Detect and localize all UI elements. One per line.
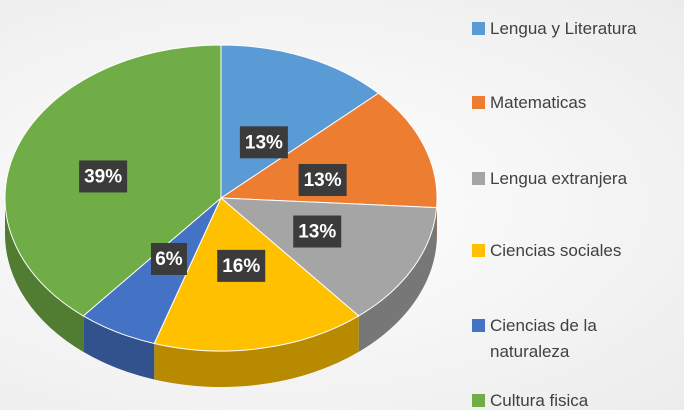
legend-label: Lengua extranjera (490, 166, 682, 192)
data-label: 13% (298, 222, 336, 243)
legend-item: Ciencias sociales (472, 238, 682, 264)
legend-swatch (472, 319, 485, 332)
data-label: 6% (155, 249, 183, 270)
pie-plot: 13% 13% 13% 16% 6% 39% (0, 0, 460, 410)
legend-swatch (472, 172, 485, 185)
legend-label: Lengua y Literatura (490, 16, 682, 42)
legend-item: Matematicas (472, 90, 682, 116)
data-label: 16% (222, 256, 260, 277)
legend-swatch (472, 394, 485, 407)
legend-swatch (472, 96, 485, 109)
data-label: 39% (84, 166, 122, 187)
legend-label: Ciencias sociales (490, 238, 682, 264)
legend-swatch (472, 22, 485, 35)
legend-label: Ciencias de la naturaleza (490, 313, 640, 365)
legend-item: Ciencias de la naturaleza (472, 313, 682, 365)
legend-label: Matematicas (490, 90, 682, 116)
data-label: 13% (304, 170, 342, 191)
legend-swatch (472, 244, 485, 257)
legend-label: Cultura fisica (490, 388, 682, 414)
data-label: 13% (245, 132, 283, 153)
legend-item: Cultura fisica (472, 388, 682, 414)
legend-item: Lengua extranjera (472, 166, 682, 192)
legend-item: Lengua y Literatura (472, 16, 682, 42)
